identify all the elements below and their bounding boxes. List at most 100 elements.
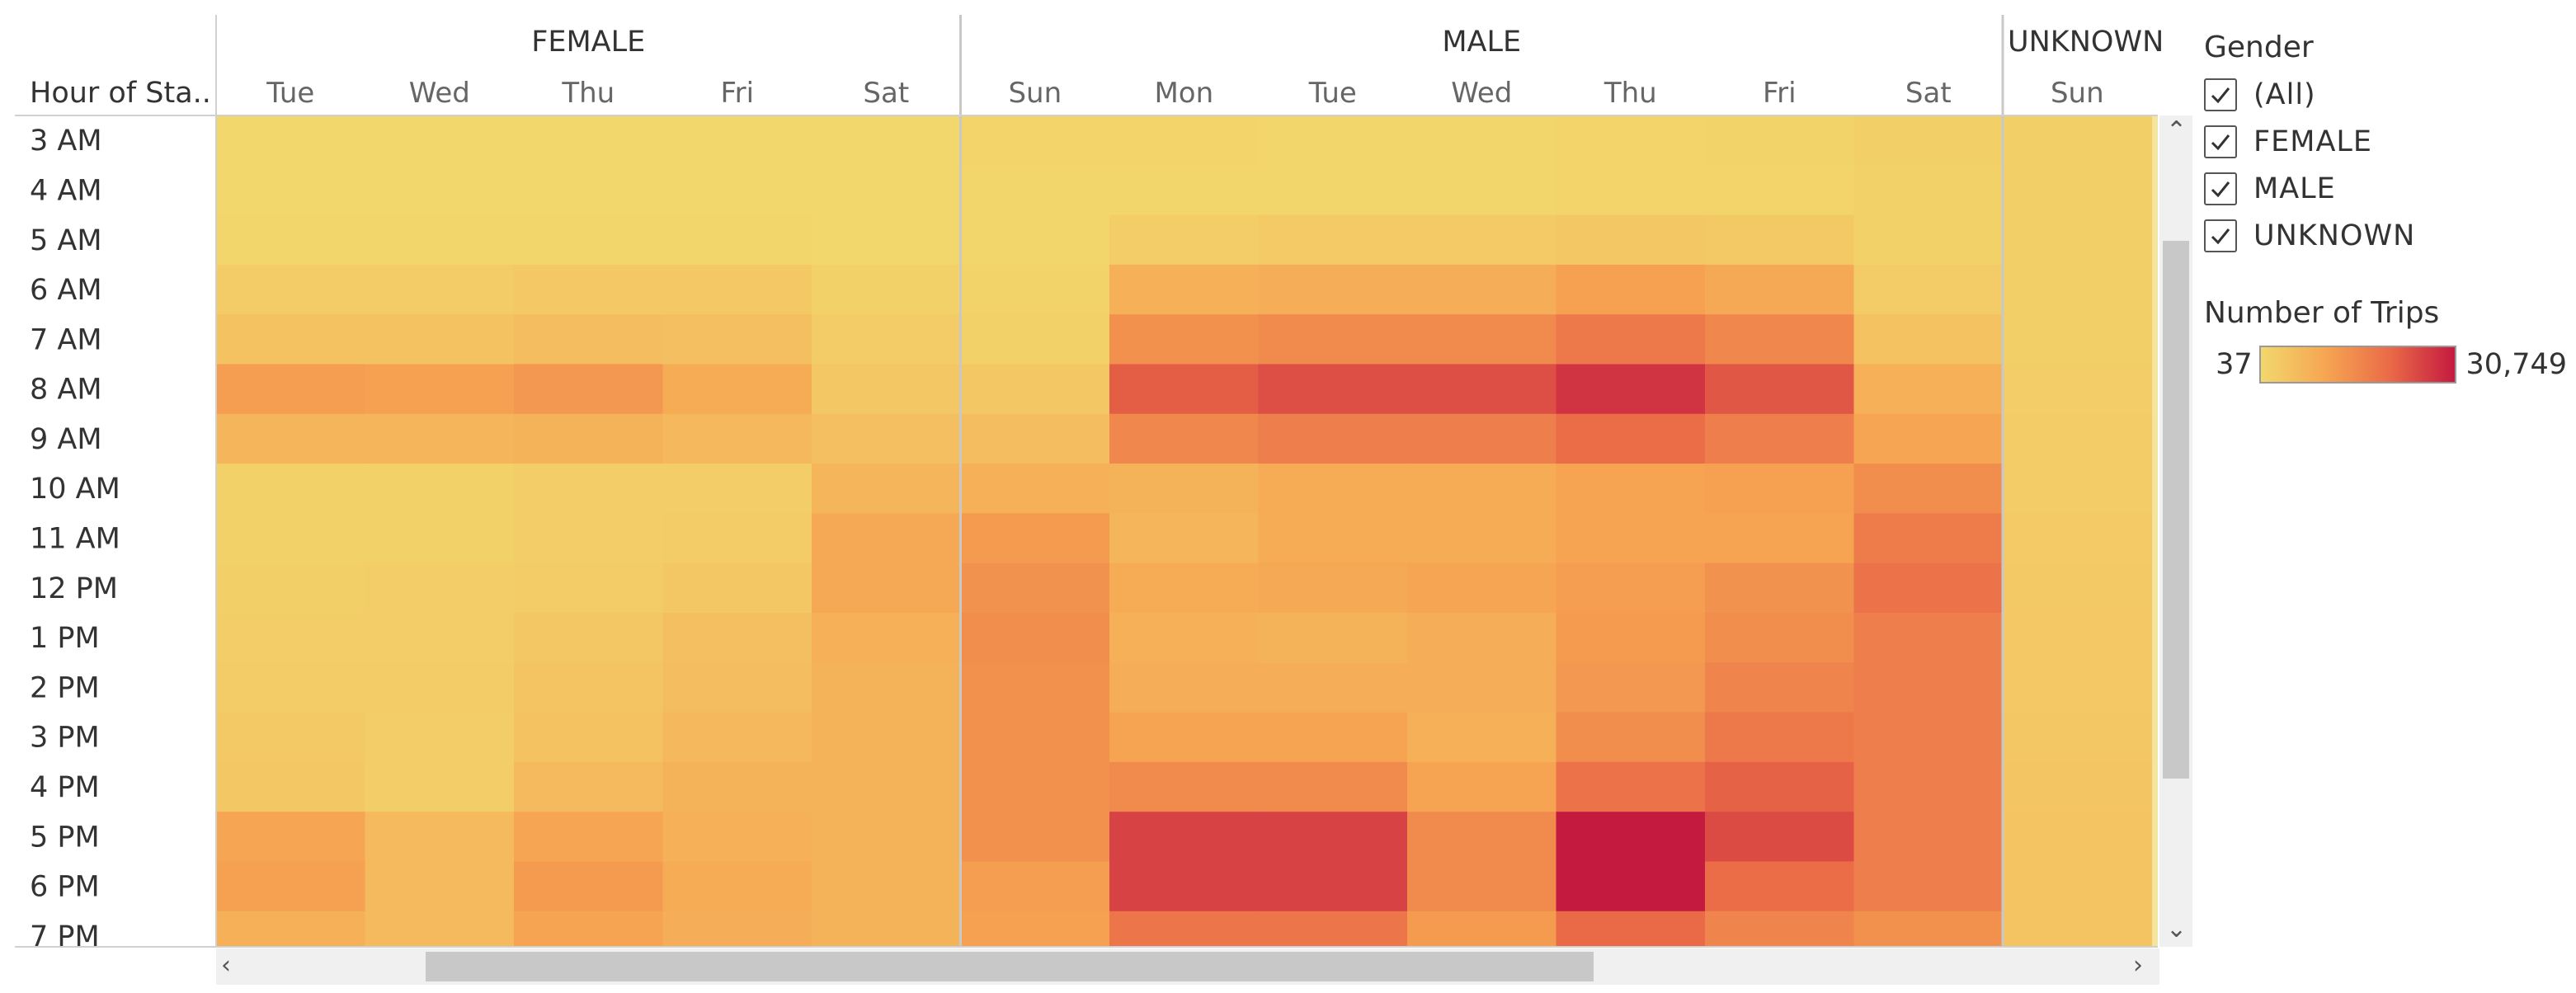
heatmap-cell[interactable] xyxy=(216,563,365,614)
heatmap-cell[interactable] xyxy=(365,115,515,166)
heatmap-cell[interactable] xyxy=(2003,713,2152,763)
scroll-up-icon[interactable]: ⌃ xyxy=(2166,119,2187,144)
heatmap-cell[interactable] xyxy=(812,563,961,614)
scroll-left-icon[interactable]: ‹ xyxy=(221,953,231,978)
heatmap-cell[interactable] xyxy=(514,115,663,166)
heatmap-cell[interactable] xyxy=(1556,713,1706,763)
heatmap-cell[interactable] xyxy=(1259,762,1408,812)
scroll-down-icon[interactable]: ⌄ xyxy=(2166,917,2187,942)
heatmap-cell[interactable] xyxy=(1854,713,2004,763)
heatmap-cell[interactable] xyxy=(1109,215,1259,266)
heatmap-cell[interactable] xyxy=(216,662,365,713)
heatmap-cell[interactable] xyxy=(365,812,515,862)
filter-item-unknown[interactable]: UNKNOWN xyxy=(2204,212,2567,259)
heatmap-cell[interactable] xyxy=(1407,464,1556,514)
heatmap-cell[interactable] xyxy=(365,165,515,215)
heatmap-cell[interactable] xyxy=(2003,265,2152,315)
heatmap-cell[interactable] xyxy=(2003,464,2152,514)
heatmap-cell[interactable] xyxy=(2003,365,2152,415)
heatmap-cell[interactable] xyxy=(812,812,961,862)
heatmap-cell[interactable] xyxy=(961,215,1110,266)
heatmap-cell[interactable] xyxy=(2003,563,2152,614)
heatmap-cell[interactable] xyxy=(961,911,1110,948)
heatmap-cell[interactable] xyxy=(1556,414,1706,464)
heatmap-cell[interactable] xyxy=(514,862,663,912)
heatmap-cell[interactable] xyxy=(1854,911,2004,948)
heatmap-cell[interactable] xyxy=(961,414,1110,464)
heatmap-cell[interactable] xyxy=(514,513,663,563)
heatmap-cell[interactable] xyxy=(216,613,365,663)
heatmap-cell[interactable] xyxy=(1407,513,1556,563)
heatmap-cell[interactable] xyxy=(663,613,812,663)
heatmap-cell[interactable] xyxy=(1259,911,1408,948)
heatmap-cell[interactable] xyxy=(1705,613,1854,663)
heatmap-cell[interactable] xyxy=(2003,414,2152,464)
heatmap-cell[interactable] xyxy=(2003,215,2152,266)
heatmap-cell[interactable] xyxy=(1109,365,1259,415)
heatmap-cell[interactable] xyxy=(1407,762,1556,812)
heatmap-cell[interactable] xyxy=(1705,314,1854,365)
heatmap-cell[interactable] xyxy=(514,165,663,215)
heatmap-cell[interactable] xyxy=(2003,115,2152,166)
heatmap-cell[interactable] xyxy=(961,314,1110,365)
heatmap-cell[interactable] xyxy=(961,713,1110,763)
heatmap-cell[interactable] xyxy=(1556,464,1706,514)
checkbox-checked-icon[interactable] xyxy=(2204,78,2237,111)
heatmap-cell[interactable] xyxy=(663,762,812,812)
heatmap-cell[interactable] xyxy=(1259,365,1408,415)
heatmap-cell[interactable] xyxy=(1259,713,1408,763)
heatmap-cell[interactable] xyxy=(1705,414,1854,464)
heatmap-cell[interactable] xyxy=(663,165,812,215)
heatmap-cell[interactable] xyxy=(812,911,961,948)
heatmap-cell[interactable] xyxy=(961,365,1110,415)
heatmap-cell[interactable] xyxy=(812,115,961,166)
heatmap-cell[interactable] xyxy=(365,365,515,415)
heatmap-cell[interactable] xyxy=(365,713,515,763)
heatmap-cell[interactable] xyxy=(1259,165,1408,215)
heatmap-cell[interactable] xyxy=(663,115,812,166)
heatmap-cell[interactable] xyxy=(663,314,812,365)
heatmap-cell[interactable] xyxy=(1259,613,1408,663)
heatmap-cell[interactable] xyxy=(1854,464,2004,514)
heatmap-cell[interactable] xyxy=(365,265,515,315)
heatmap-cell[interactable] xyxy=(1556,513,1706,563)
heatmap-cell[interactable] xyxy=(1259,314,1408,365)
heatmap-cell[interactable] xyxy=(1556,215,1706,266)
heatmap-cell[interactable] xyxy=(2003,613,2152,663)
heatmap-cell[interactable] xyxy=(663,563,812,614)
heatmap-cell[interactable] xyxy=(216,165,365,215)
filter-item-male[interactable]: MALE xyxy=(2204,165,2567,212)
heatmap-cell[interactable] xyxy=(1854,762,2004,812)
heatmap-cell[interactable] xyxy=(1407,662,1556,713)
heatmap-cell[interactable] xyxy=(812,165,961,215)
heatmap-cell[interactable] xyxy=(365,762,515,812)
heatmap-cell[interactable] xyxy=(2003,862,2152,912)
heatmap-cell[interactable] xyxy=(365,464,515,514)
heatmap-cell[interactable] xyxy=(365,613,515,663)
heatmap-cell[interactable] xyxy=(1556,812,1706,862)
heatmap-cell[interactable] xyxy=(1259,215,1408,266)
heatmap-cell[interactable] xyxy=(663,265,812,315)
heatmap-cell[interactable] xyxy=(1854,662,2004,713)
heatmap-cell[interactable] xyxy=(1705,365,1854,415)
heatmap-cell[interactable] xyxy=(1109,165,1259,215)
heatmap-cell[interactable] xyxy=(1109,314,1259,365)
heatmap-cell[interactable] xyxy=(365,563,515,614)
heatmap-cell[interactable] xyxy=(365,215,515,266)
heatmap-cell[interactable] xyxy=(1854,115,2004,166)
heatmap-cell[interactable] xyxy=(1705,911,1854,948)
heatmap-cell[interactable] xyxy=(1259,563,1408,614)
heatmap-cell[interactable] xyxy=(812,613,961,663)
heatmap-cell[interactable] xyxy=(365,314,515,365)
heatmap-cell[interactable] xyxy=(1705,265,1854,315)
heatmap-cell[interactable] xyxy=(1407,414,1556,464)
heatmap-cell[interactable] xyxy=(961,862,1110,912)
filter-item-all[interactable]: (All) xyxy=(2204,71,2567,118)
heatmap-cell[interactable] xyxy=(812,762,961,812)
heatmap-cell[interactable] xyxy=(1407,713,1556,763)
heatmap-cell[interactable] xyxy=(216,265,365,315)
heatmap-cell[interactable] xyxy=(812,464,961,514)
heatmap-cell[interactable] xyxy=(514,911,663,948)
heatmap-cell[interactable] xyxy=(663,464,812,514)
heatmap-cell[interactable] xyxy=(1854,215,2004,266)
